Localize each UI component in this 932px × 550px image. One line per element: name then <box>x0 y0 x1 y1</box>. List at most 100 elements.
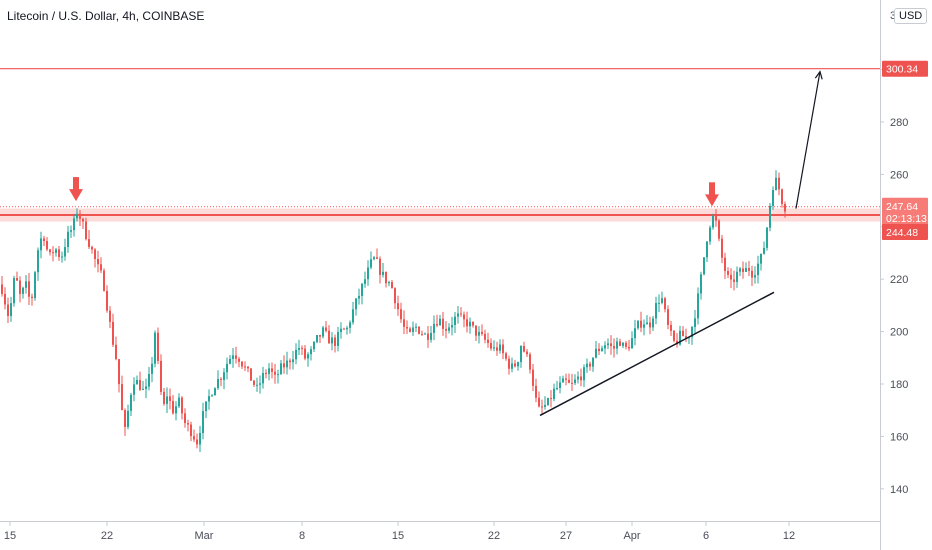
down-arrow-marker-1[interactable] <box>69 177 83 202</box>
candle[interactable] <box>382 263 384 278</box>
candle[interactable] <box>553 383 555 402</box>
candle[interactable] <box>136 375 138 385</box>
candle[interactable] <box>751 265 753 287</box>
candle[interactable] <box>487 332 489 348</box>
candle[interactable] <box>229 355 231 365</box>
candle[interactable] <box>448 323 450 334</box>
candle[interactable] <box>772 186 774 210</box>
candle[interactable] <box>655 296 657 325</box>
candle[interactable] <box>775 170 777 191</box>
candle[interactable] <box>415 323 417 333</box>
candle[interactable] <box>88 229 90 249</box>
candle[interactable] <box>538 391 540 408</box>
candle[interactable] <box>361 282 363 305</box>
candle[interactable] <box>304 345 306 361</box>
candle[interactable] <box>436 314 438 328</box>
candle[interactable] <box>430 325 432 343</box>
candle[interactable] <box>559 376 561 394</box>
candle[interactable] <box>571 373 573 391</box>
candle[interactable] <box>418 326 420 335</box>
candle[interactable] <box>511 357 513 373</box>
candle[interactable] <box>253 379 255 388</box>
candle[interactable] <box>349 320 351 334</box>
candle[interactable] <box>211 394 213 397</box>
candle[interactable] <box>406 320 408 335</box>
candle[interactable] <box>403 310 405 334</box>
candle[interactable] <box>328 325 330 344</box>
candle[interactable] <box>694 309 696 334</box>
candle[interactable] <box>424 332 426 335</box>
candle[interactable] <box>355 298 357 316</box>
candle[interactable] <box>70 225 72 239</box>
candle[interactable] <box>769 203 771 232</box>
candle[interactable] <box>10 296 12 322</box>
candle[interactable] <box>13 275 15 307</box>
candle[interactable] <box>481 324 483 336</box>
candle[interactable] <box>556 380 558 391</box>
candle[interactable] <box>652 315 654 332</box>
candle[interactable] <box>286 351 288 375</box>
candle[interactable] <box>520 345 522 368</box>
candle[interactable] <box>391 279 393 289</box>
candle[interactable] <box>586 358 588 373</box>
candle[interactable] <box>79 210 81 227</box>
candle[interactable] <box>526 349 528 358</box>
candle[interactable] <box>196 433 198 449</box>
candle[interactable] <box>445 321 447 339</box>
candle[interactable] <box>100 257 102 274</box>
candle[interactable] <box>637 320 639 330</box>
plot-area[interactable] <box>0 0 880 522</box>
candle[interactable] <box>346 325 348 335</box>
candle[interactable] <box>544 396 546 410</box>
candle[interactable] <box>628 339 630 352</box>
candle[interactable] <box>766 226 768 251</box>
candle[interactable] <box>208 389 210 410</box>
candle[interactable] <box>121 375 123 411</box>
currency-button[interactable]: USD <box>894 8 928 24</box>
candle[interactable] <box>784 201 786 218</box>
candle[interactable] <box>157 327 159 365</box>
candle[interactable] <box>307 352 309 367</box>
candle[interactable] <box>25 275 27 294</box>
candle[interactable] <box>220 377 222 387</box>
candle[interactable] <box>106 285 108 313</box>
candle[interactable] <box>547 397 549 406</box>
candle[interactable] <box>442 311 444 336</box>
candle[interactable] <box>310 346 312 361</box>
candle[interactable] <box>700 271 702 300</box>
candle[interactable] <box>295 343 297 365</box>
candle[interactable] <box>352 301 354 325</box>
candle[interactable] <box>664 296 666 313</box>
candle[interactable] <box>181 396 183 420</box>
candle[interactable] <box>706 241 708 263</box>
candle[interactable] <box>325 321 327 333</box>
candle[interactable] <box>94 248 96 268</box>
candle[interactable] <box>154 330 156 368</box>
candle[interactable] <box>52 246 54 262</box>
candle[interactable] <box>313 340 315 353</box>
candle[interactable] <box>625 340 627 350</box>
projection-arrow-line[interactable] <box>795 71 821 209</box>
candle[interactable] <box>175 401 177 421</box>
candle[interactable] <box>721 235 723 264</box>
candle[interactable] <box>205 401 207 419</box>
candle[interactable] <box>127 404 129 430</box>
candle[interactable] <box>460 307 462 318</box>
candle[interactable] <box>466 311 468 333</box>
candle[interactable] <box>199 425 201 452</box>
candle[interactable] <box>580 368 582 387</box>
candle[interactable] <box>745 262 747 273</box>
candle[interactable] <box>613 338 615 358</box>
candle[interactable] <box>496 341 498 356</box>
candle[interactable] <box>712 213 714 230</box>
candle[interactable] <box>661 291 663 305</box>
candle[interactable] <box>550 390 552 408</box>
candle[interactable] <box>64 238 66 261</box>
candle[interactable] <box>28 272 30 306</box>
candle[interactable] <box>535 378 537 403</box>
candle[interactable] <box>4 287 6 310</box>
candle[interactable] <box>760 253 762 271</box>
candle[interactable] <box>523 341 525 353</box>
candle[interactable] <box>682 326 684 337</box>
